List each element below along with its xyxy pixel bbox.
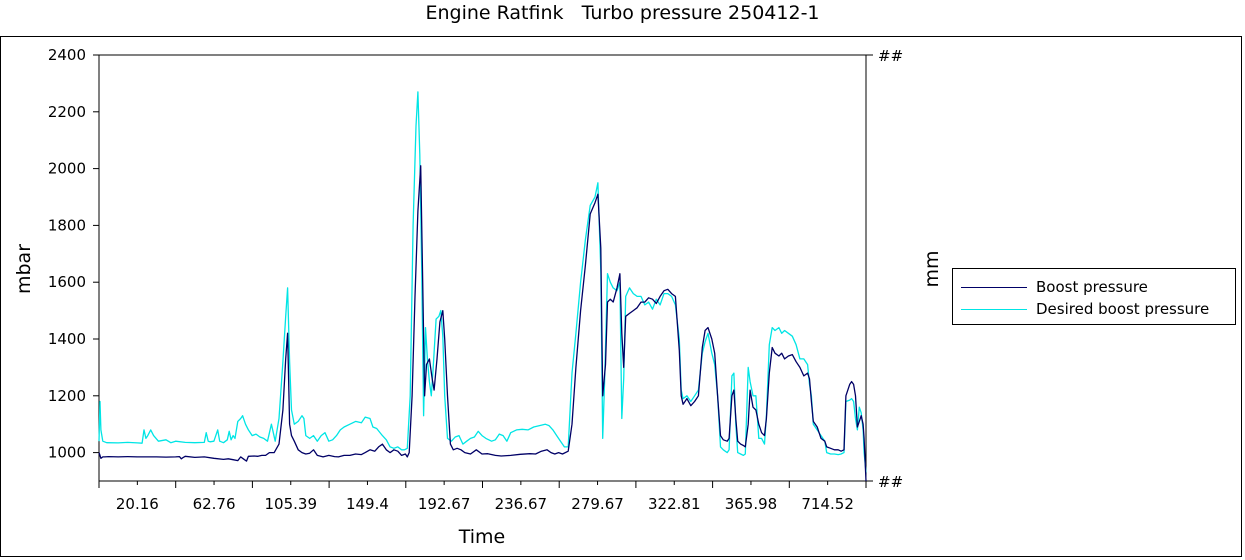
- y-tick-label: 1400: [48, 330, 86, 348]
- legend-label-boost: Boost pressure: [1036, 278, 1148, 296]
- y-tick-label: 2400: [48, 46, 86, 64]
- y-tick-label: 1800: [48, 216, 86, 234]
- y2-axis-title: mm: [921, 250, 943, 287]
- chart-title: Engine Ratfink Turbo pressure 250412-1: [425, 2, 820, 24]
- x-tick-label: 365.98: [725, 495, 778, 513]
- legend: Boost pressure Desired boost pressure: [952, 268, 1236, 325]
- x-tick-label: 279.67: [571, 495, 624, 513]
- y-tick-label: 1200: [48, 387, 86, 405]
- x-tick-label: 714.52: [801, 495, 854, 513]
- y-axis-title: mbar: [13, 244, 35, 294]
- y2-tick-label-top: ##: [878, 47, 903, 65]
- y-tick-label: 2200: [48, 103, 86, 121]
- plot-area: [98, 54, 867, 482]
- series-line-desired-boost-pressure: [98, 91, 867, 473]
- x-tick-label: 149.4: [346, 495, 389, 513]
- x-tick-label: 62.76: [193, 495, 236, 513]
- x-axis-title: Time: [458, 526, 506, 548]
- y-tick-label: 1600: [48, 273, 86, 291]
- legend-item-boost: Boost pressure: [961, 277, 1148, 297]
- x-tick-label: 20.16: [116, 495, 159, 513]
- y-tick-label: 2000: [48, 160, 86, 178]
- legend-label-desired: Desired boost pressure: [1036, 300, 1210, 318]
- y-tick-label: 1000: [48, 444, 86, 462]
- x-tick-label: 322.81: [648, 495, 701, 513]
- x-tick-label: 236.67: [495, 495, 548, 513]
- x-tick-label: 105.39: [265, 495, 318, 513]
- legend-item-desired: Desired boost pressure: [961, 299, 1209, 319]
- y2-tick-label-bottom: ##: [878, 473, 903, 491]
- legend-swatch-boost: [961, 286, 1027, 288]
- series-line-boost-pressure: [98, 165, 867, 482]
- chart-frame: [0, 36, 1242, 557]
- legend-swatch-desired: [961, 308, 1027, 310]
- x-tick-label: 192.67: [418, 495, 471, 513]
